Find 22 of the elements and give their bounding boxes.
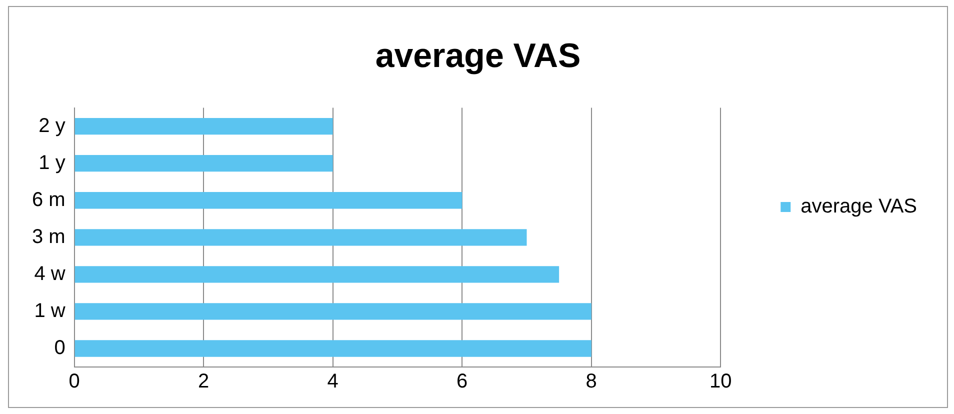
chart-title: average VAS (375, 36, 581, 75)
bar (74, 118, 333, 135)
bar (74, 266, 560, 283)
y-tick-label: 1 w (34, 300, 66, 322)
y-tick-label: 6 m (32, 188, 66, 211)
y-tick-label: 1 y (38, 152, 66, 174)
y-tick-label: 3 m (32, 226, 66, 248)
x-tick-label: 0 (68, 370, 80, 393)
y-tick-label: 2 y (38, 114, 66, 137)
x-tick-label: 10 (710, 370, 732, 393)
x-tick-label: 2 (198, 370, 210, 393)
x-tick-label: 8 (586, 370, 597, 393)
legend-label: average VAS (800, 196, 918, 218)
x-tick-label: 4 (327, 370, 338, 393)
bar (74, 192, 462, 209)
y-tick-label: 4 w (34, 262, 66, 285)
y-tick-label: 0 (54, 337, 66, 359)
bar (74, 229, 527, 246)
x-tick-label: 6 (456, 370, 468, 393)
bar (74, 340, 592, 357)
bar (74, 303, 592, 320)
bar (74, 155, 333, 172)
